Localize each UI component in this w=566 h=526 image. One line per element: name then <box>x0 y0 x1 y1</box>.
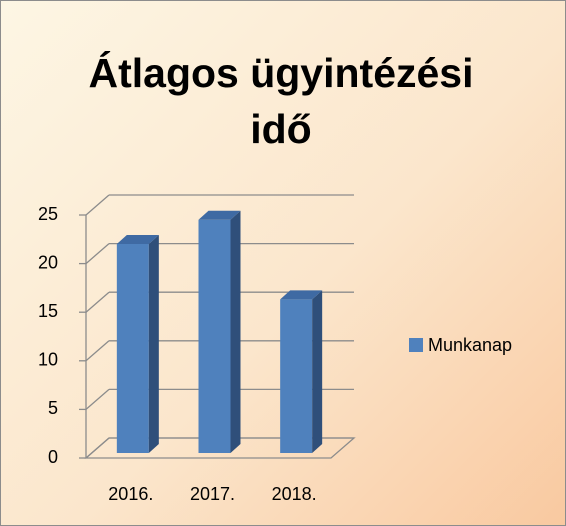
bar <box>280 290 323 453</box>
bar <box>198 210 241 453</box>
legend-swatch <box>409 338 423 352</box>
bar-side <box>230 210 241 453</box>
grid-line <box>85 437 110 459</box>
grid-line <box>85 388 110 410</box>
y-tick-label: 0 <box>48 447 58 467</box>
x-tick-label: 2016. <box>108 484 153 504</box>
bar <box>116 235 159 453</box>
y-tick-label: 15 <box>38 301 58 321</box>
y-tick-label: 20 <box>38 252 58 272</box>
bar-side <box>312 290 323 453</box>
grid-line <box>85 291 110 313</box>
grid-line <box>85 243 110 265</box>
x-tick-label: 2018. <box>272 484 317 504</box>
grid-line <box>85 340 110 362</box>
y-tick-label: 5 <box>48 398 58 418</box>
grid-line <box>85 194 110 216</box>
bar-front <box>198 219 231 453</box>
chart-title: Átlagos ügyintézési idő <box>88 50 474 152</box>
bar-front <box>280 299 313 453</box>
bar-top <box>280 290 323 300</box>
bar-top <box>116 235 159 245</box>
y-tick-label: 25 <box>38 204 58 224</box>
legend-label: Munkanap <box>428 335 512 355</box>
bar-front <box>116 244 149 453</box>
y-tick-label: 10 <box>38 350 58 370</box>
x-tick-label: 2017. <box>190 484 235 504</box>
bar-side <box>148 235 159 453</box>
bar-top <box>198 210 241 220</box>
